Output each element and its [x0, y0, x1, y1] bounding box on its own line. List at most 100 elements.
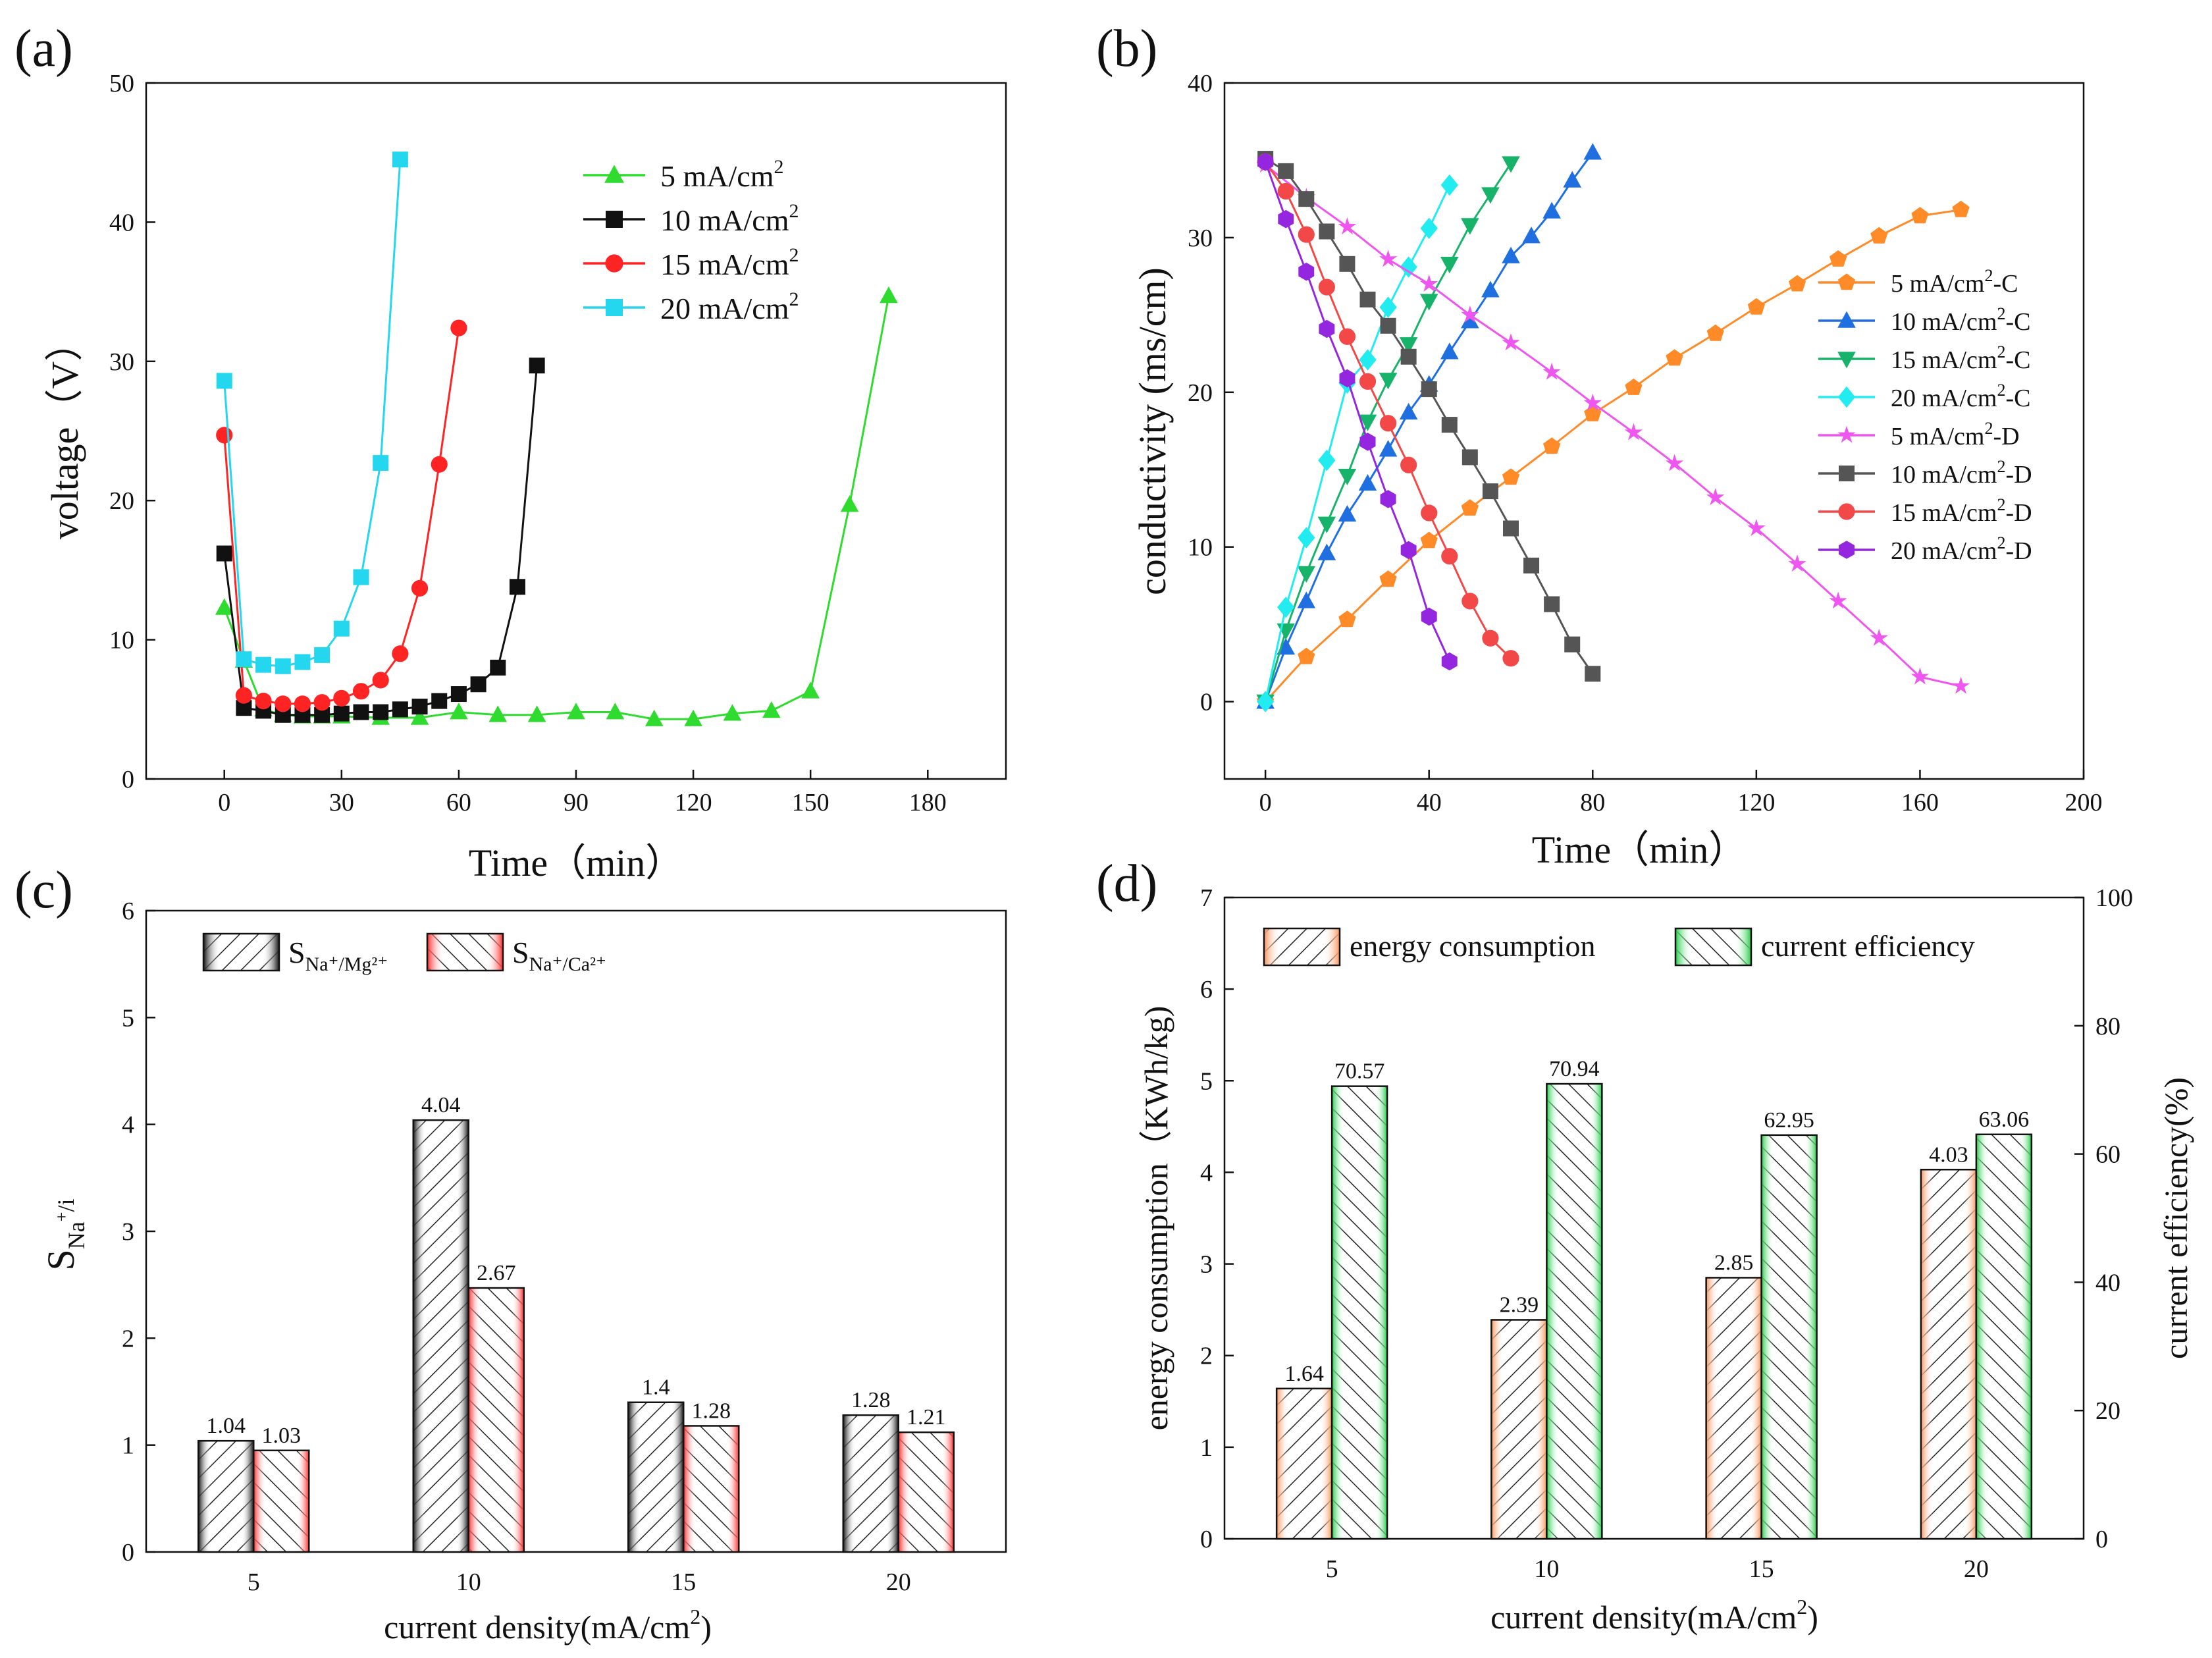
- data-point: [1665, 454, 1684, 471]
- data-point: [1317, 516, 1336, 533]
- bar: [467, 1287, 525, 1553]
- data-point: [352, 683, 370, 700]
- bar: [1275, 1387, 1333, 1540]
- x-tick-label: 160: [1901, 789, 1939, 816]
- series-line: [223, 159, 402, 668]
- legend-suffix: -D: [2005, 499, 2032, 527]
- x-axis-title: Time（min）: [1532, 828, 1747, 871]
- data-point: [1503, 520, 1519, 537]
- data-point: [275, 658, 291, 674]
- data-point: [1419, 294, 1438, 311]
- data-point: [1481, 187, 1500, 204]
- plot-frame: [1223, 896, 2085, 1540]
- data-point: [1461, 311, 1479, 329]
- data-point: [353, 569, 369, 585]
- bar: [198, 1439, 255, 1553]
- data-point: [1585, 666, 1601, 682]
- data-point: [1338, 504, 1357, 522]
- data-point: [373, 455, 389, 471]
- legend-suffix: -D: [2005, 537, 2032, 565]
- data-point: [1338, 468, 1357, 486]
- panel-label-d: (d): [1096, 855, 1157, 913]
- panel-a: (a) 0 30 60 90 120 150 180 0 10 20 30 40 50 Time（min） v…: [14, 20, 1007, 884]
- legend-label: 15 mA/cm2-C: [1891, 342, 2030, 374]
- x-axis-title-tail: ): [1807, 1599, 1818, 1636]
- x-tick-label: 10: [456, 1568, 481, 1596]
- data-point: [1298, 262, 1315, 281]
- legend-sup: 2: [1997, 304, 2005, 323]
- data-point: [684, 709, 702, 726]
- series-b: [1257, 200, 1970, 709]
- bar: [1490, 1319, 1548, 1540]
- data-point: [411, 579, 429, 597]
- y-tick-label: 40: [1188, 70, 1213, 97]
- y-tick-label: 2: [122, 1325, 134, 1352]
- legend-sup: 2: [1997, 495, 2005, 514]
- x-tick-label: 90: [564, 789, 589, 816]
- data-point: [1399, 402, 1418, 420]
- data-point: [1318, 279, 1335, 296]
- y-tick-label: 100: [2095, 884, 2133, 912]
- data-point: [313, 694, 330, 711]
- y-tick-label: 10: [1188, 534, 1213, 562]
- data-point: [1482, 629, 1499, 647]
- x-tick-label: 150: [792, 789, 830, 816]
- data-point: [1542, 201, 1561, 219]
- legend-label: 10 mA/cm2-C: [1891, 304, 2030, 336]
- data-point: [1522, 227, 1540, 244]
- y-axis-title: voltage（V）: [43, 323, 86, 540]
- data-point: [1911, 207, 1929, 224]
- data-point: [1319, 223, 1335, 240]
- data-point: [1837, 386, 1856, 408]
- x-tick-label: 10: [1534, 1555, 1559, 1583]
- data-point: [1358, 414, 1377, 431]
- legend-label: 5 mA/cm2-D: [1891, 419, 2020, 450]
- data-point: [1339, 255, 1356, 272]
- data-point: [606, 211, 623, 228]
- data-point: [1298, 527, 1315, 548]
- legend-text: 10 mA/cm: [660, 203, 789, 237]
- y-tick-label: 7: [1200, 884, 1213, 912]
- data-point: [1297, 566, 1316, 583]
- data-point: [1277, 597, 1295, 618]
- data-point: [1380, 490, 1396, 508]
- data-point: [333, 705, 350, 722]
- data-point: [567, 703, 585, 720]
- data-point: [509, 579, 525, 595]
- legend-label: 20 mA/cm2-D: [1891, 533, 2032, 565]
- data-point: [1951, 676, 1970, 694]
- data-point: [1666, 349, 1683, 366]
- legend-swatch: [1263, 927, 1341, 967]
- data-point: [1257, 153, 1274, 171]
- bar-value-label: 1.28: [692, 1399, 731, 1423]
- data-point: [353, 704, 369, 720]
- y-axis-title-right: current efficiency(%): [2157, 1077, 2194, 1359]
- legend-label: 20 mA/cm2: [660, 288, 799, 325]
- series-a: [216, 151, 408, 674]
- data-point: [1319, 319, 1335, 338]
- data-point: [1441, 417, 1458, 433]
- bar-value-label: 2.39: [1500, 1293, 1539, 1317]
- bar: [1546, 1083, 1603, 1540]
- data-point: [333, 620, 350, 637]
- data-point: [1502, 246, 1520, 263]
- x-tick-label: 0: [1259, 789, 1272, 816]
- data-point: [1583, 143, 1602, 160]
- bar-series-c: 1.04 4.04 1.4 1.28: [198, 1093, 899, 1553]
- series-b: [1256, 174, 1458, 712]
- y-tick-label: 6: [122, 897, 134, 925]
- data-point: [1317, 543, 1336, 560]
- data-point: [1339, 369, 1356, 388]
- data-point: [216, 545, 232, 562]
- data-point: [1461, 499, 1479, 516]
- bar-value-label: 2.67: [477, 1261, 516, 1285]
- x-axis-title-tail: ): [700, 1609, 712, 1645]
- data-point: [216, 427, 233, 444]
- legend-suffix: -C: [2005, 385, 2030, 412]
- data-point: [1379, 415, 1397, 432]
- data-point: [1256, 691, 1275, 712]
- series-b: [1257, 153, 1519, 667]
- data-point: [1277, 182, 1294, 200]
- legend-text: S: [512, 936, 529, 969]
- bar-value-label: 1.4: [642, 1376, 670, 1400]
